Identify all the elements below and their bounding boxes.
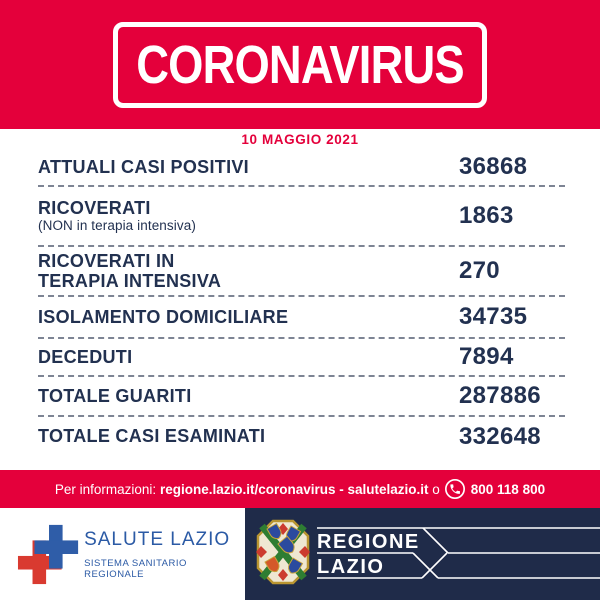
regione-lazio-line2: LAZIO: [317, 556, 385, 578]
row-label: DECEDUTI: [38, 346, 133, 367]
row-label: RICOVERATI IN: [38, 250, 175, 271]
header-band: CORONAVIRUS: [0, 0, 600, 129]
salute-lazio-tagline: SISTEMA SANITARIO REGIONALE: [84, 557, 187, 580]
row-label: RICOVERATI: [38, 198, 151, 219]
row-value: 36868: [459, 153, 528, 180]
info-conjunction: o: [428, 481, 440, 497]
table-row: RICOVERATI (NON in terapia intensiva) 18…: [38, 187, 565, 247]
row-value: 270: [459, 257, 500, 284]
page-title: CORONAVIRUS: [136, 34, 464, 95]
row-value: 34735: [459, 303, 528, 330]
row-value: 332648: [459, 422, 541, 450]
phone-circle-icon: [444, 479, 465, 499]
double-cross-icon: [17, 524, 79, 585]
stats-table: ATTUALI CASI POSITIVI 36868 RICOVERATI (…: [0, 149, 600, 456]
table-row: ATTUALI CASI POSITIVI 36868: [38, 149, 565, 187]
row-label: TOTALE CASI ESAMINATI: [38, 426, 266, 447]
info-links: regione.lazio.it/coronavirus - salutelaz…: [159, 481, 429, 497]
row-label: TOTALE GUARITI: [38, 385, 192, 406]
footer: SALUTE LAZIO SISTEMA SANITARIO REGIONALE: [0, 508, 600, 600]
title-plate: CORONAVIRUS: [113, 21, 487, 108]
table-row: ISOLAMENTO DOMICILIARE 34735: [38, 297, 565, 339]
table-row: TOTALE GUARITI 287886: [38, 377, 565, 417]
row-value: 287886: [459, 382, 541, 409]
info-prefix: Per informazioni:: [54, 481, 160, 497]
row-value: 7894: [459, 343, 514, 370]
report-date: 10 MAGGIO 2021: [241, 131, 359, 147]
regione-lazio-logo: REGIONE LAZIO: [245, 508, 600, 600]
row-label-line2: TERAPIA INTENSIVA: [38, 271, 222, 291]
row-label: ATTUALI CASI POSITIVI: [38, 156, 249, 177]
info-bar: Per informazioni: regione.lazio.it/coron…: [0, 470, 600, 508]
salute-lazio-name: SALUTE LAZIO: [84, 528, 231, 550]
table-row: RICOVERATI IN TERAPIA INTENSIVA 270: [38, 247, 565, 297]
spacer: [0, 456, 600, 470]
info-phone-number: 800 118 800: [470, 481, 546, 497]
row-value: 1863: [459, 202, 514, 229]
table-row: DECEDUTI 7894: [38, 339, 565, 377]
salute-lazio-logo: SALUTE LAZIO SISTEMA SANITARIO REGIONALE: [0, 508, 245, 600]
row-label: ISOLAMENTO DOMICILIARE: [38, 306, 289, 327]
regione-lazio-lockup: REGIONE LAZIO: [256, 519, 600, 585]
row-sublabel: (NON in terapia intensiva): [38, 218, 196, 234]
salute-lazio-text: SALUTE LAZIO SISTEMA SANITARIO REGIONALE: [84, 529, 245, 580]
regione-lazio-line1: REGIONE: [317, 531, 420, 553]
table-row: TOTALE CASI ESAMINATI 332648: [38, 417, 565, 456]
regione-lazio-crest-icon: [256, 519, 310, 585]
date-row: 10 MAGGIO 2021: [0, 129, 600, 149]
